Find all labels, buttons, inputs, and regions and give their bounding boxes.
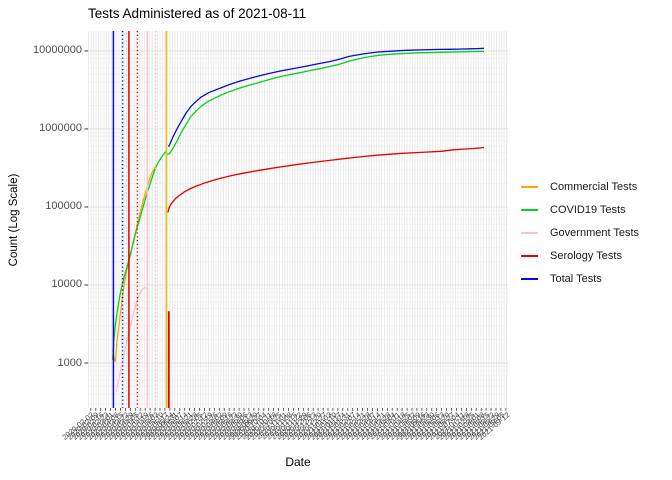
legend-item-commercial-tests: Commercial Tests <box>521 175 639 198</box>
y-tick-label: 100000 <box>45 200 82 213</box>
chart-title: Tests Administered as of 2021-08-11 <box>88 6 307 21</box>
legend-label: Total Tests <box>550 272 602 285</box>
legend-item-government-tests: Government Tests <box>521 221 639 244</box>
legend-item-total-tests: Total Tests <box>521 267 639 290</box>
y-tick-label: 1000 <box>57 356 82 369</box>
legend-key-line <box>521 277 538 280</box>
legend-label: Commercial Tests <box>550 180 638 193</box>
legend-key-line <box>521 231 538 234</box>
legend-label: Serology Tests <box>550 249 622 262</box>
legend-key-line <box>521 208 538 211</box>
legend-key-line <box>521 185 538 188</box>
y-tick-label: 1000000 <box>39 122 82 135</box>
x-axis-title: Date <box>285 455 311 469</box>
legend: Commercial Tests COVID19 Tests Government … <box>521 175 639 290</box>
legend-item-covid19-tests: COVID19 Tests <box>521 198 639 221</box>
y-tick-label: 10000000 <box>33 44 82 57</box>
y-tick-label: 10000 <box>51 278 82 291</box>
legend-item-serology-tests: Serology Tests <box>521 244 639 267</box>
legend-key-line <box>521 254 538 257</box>
legend-label: Government Tests <box>550 226 640 239</box>
legend-label: COVID19 Tests <box>550 203 626 216</box>
